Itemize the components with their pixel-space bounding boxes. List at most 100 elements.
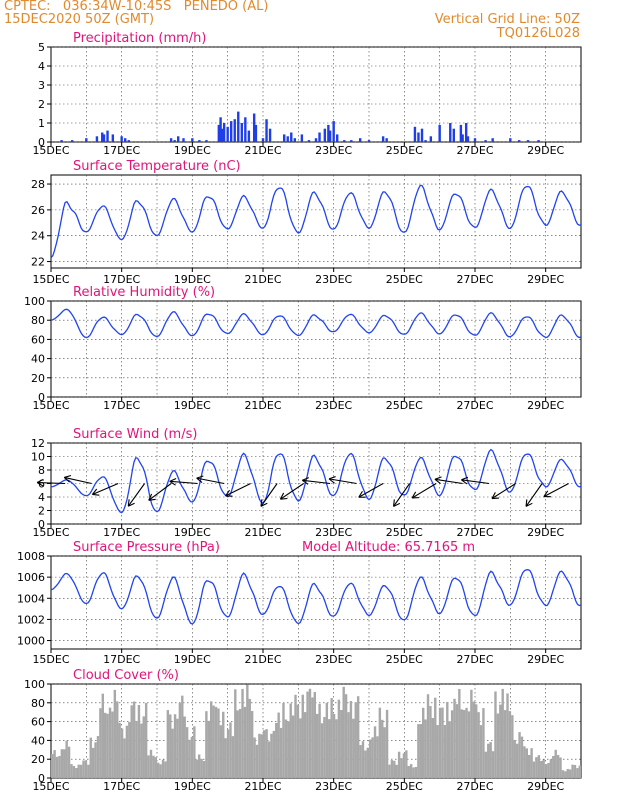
cloud-bar xyxy=(171,728,174,778)
wind-arrow-head xyxy=(169,477,177,482)
cloud-bar xyxy=(335,719,338,778)
cloud-bar xyxy=(181,695,184,778)
precip-bar xyxy=(191,138,194,142)
precip-bar xyxy=(173,140,176,142)
cloud-bar xyxy=(566,768,569,778)
x-tick-label: 21DEC xyxy=(244,780,281,793)
wind-arrow-head xyxy=(461,479,468,485)
cloud-bar xyxy=(496,713,500,778)
cloud-bar xyxy=(417,724,420,778)
precip-bar xyxy=(205,140,208,142)
x-tick-label: 17DEC xyxy=(103,144,140,157)
cloud-bar xyxy=(458,688,461,778)
header-model-code: TQ0126L028 xyxy=(496,26,580,41)
cloud-bar xyxy=(258,733,261,778)
x-tick-label: 27DEC xyxy=(456,526,493,539)
precip-bar xyxy=(293,138,296,142)
cloud-bar xyxy=(397,751,401,778)
x-tick-label: 15DEC xyxy=(32,273,69,286)
wind-arrow xyxy=(127,483,146,507)
x-tick-label: 19DEC xyxy=(174,526,211,539)
x-tick-label: 21DEC xyxy=(244,399,281,412)
panel-frame xyxy=(50,174,582,269)
precip-bar xyxy=(484,140,487,142)
x-tick-label: 17DEC xyxy=(103,273,140,286)
cloud-bar xyxy=(306,691,309,778)
y-tick-label: 28 xyxy=(31,178,45,191)
precip-bar xyxy=(252,113,256,142)
cloud-bar xyxy=(238,708,242,778)
panel-title: Surface Pressure (hPa) xyxy=(73,540,220,555)
cloud-bar xyxy=(212,705,215,778)
cloud-bar xyxy=(325,702,329,778)
cloud-bar xyxy=(381,719,384,778)
y-tick-label: 100 xyxy=(24,678,45,691)
wind-arrow xyxy=(92,482,119,495)
y-tick-label: 24 xyxy=(31,230,45,243)
precip-bar xyxy=(429,136,433,142)
wind-arrow-head xyxy=(127,499,130,507)
precip-bar xyxy=(318,132,321,142)
cloud-bar xyxy=(75,768,78,778)
x-tick-label: 25DEC xyxy=(386,399,423,412)
cloud-bar xyxy=(487,743,490,778)
precip-bar xyxy=(95,136,99,142)
x-tick-label: 23DEC xyxy=(315,144,352,157)
wind-arrow-head xyxy=(91,488,98,495)
cloud-bar xyxy=(224,738,227,778)
cloud-bar xyxy=(344,694,348,778)
cloud-bar xyxy=(340,710,343,778)
y-tick-label: 3 xyxy=(38,79,45,92)
cloud-bar xyxy=(313,691,316,778)
cloud-bar xyxy=(342,686,345,778)
cloud-bar xyxy=(219,725,223,778)
cloud-bar xyxy=(352,718,355,778)
y-tick-label: 4 xyxy=(38,491,45,504)
wind-arrow xyxy=(260,483,278,507)
wind-arrow-head xyxy=(280,497,288,500)
cloud-bar xyxy=(89,737,92,778)
cloud-bar xyxy=(231,736,235,778)
y-tick-label: 40 xyxy=(31,353,45,366)
x-tick-label: 29DEC xyxy=(527,780,564,793)
wind-arrow xyxy=(411,483,437,499)
wind-arrow-head xyxy=(169,480,176,486)
cloud-bar xyxy=(532,761,536,778)
cloud-bar xyxy=(424,719,427,778)
cloud-bar xyxy=(234,689,237,778)
cloud-bar xyxy=(383,727,386,778)
cloud-bar xyxy=(465,707,468,778)
x-tick-label: 27DEC xyxy=(456,144,493,157)
y-tick-label: 5 xyxy=(38,41,45,54)
cloud-bar xyxy=(542,759,545,778)
cloud-bar xyxy=(366,747,369,778)
cloud-bar xyxy=(318,703,321,778)
cloud-bar xyxy=(287,721,290,778)
wind-arrow-head xyxy=(393,502,401,507)
wind-arrow-head xyxy=(196,475,204,479)
cloud-bar xyxy=(214,706,218,778)
cloud-bar xyxy=(520,736,524,778)
cloud-bar xyxy=(552,756,555,778)
panel-frame xyxy=(50,46,582,143)
cloud-bar xyxy=(53,750,56,778)
x-tick-label: 15DEC xyxy=(32,653,69,666)
cloud-bar xyxy=(183,716,186,778)
precip-bar xyxy=(358,138,362,142)
cloud-bar xyxy=(311,697,314,778)
precip-bar xyxy=(177,136,180,142)
cloud-bar xyxy=(525,748,528,778)
wind-arrow-head xyxy=(279,492,285,500)
cloud-bar xyxy=(152,755,155,778)
y-tick-label: 4 xyxy=(38,60,45,73)
cloud-bar xyxy=(267,741,271,778)
cloud-bar xyxy=(426,694,430,778)
cloud-bar xyxy=(349,701,353,778)
precip-bar xyxy=(314,138,318,142)
cloud-bar xyxy=(528,754,531,778)
precip-bar xyxy=(85,138,88,142)
cloud-bar xyxy=(491,751,495,778)
cloud-bar xyxy=(323,717,326,778)
cloud-bar xyxy=(99,708,102,778)
cloud-bar xyxy=(448,721,451,778)
